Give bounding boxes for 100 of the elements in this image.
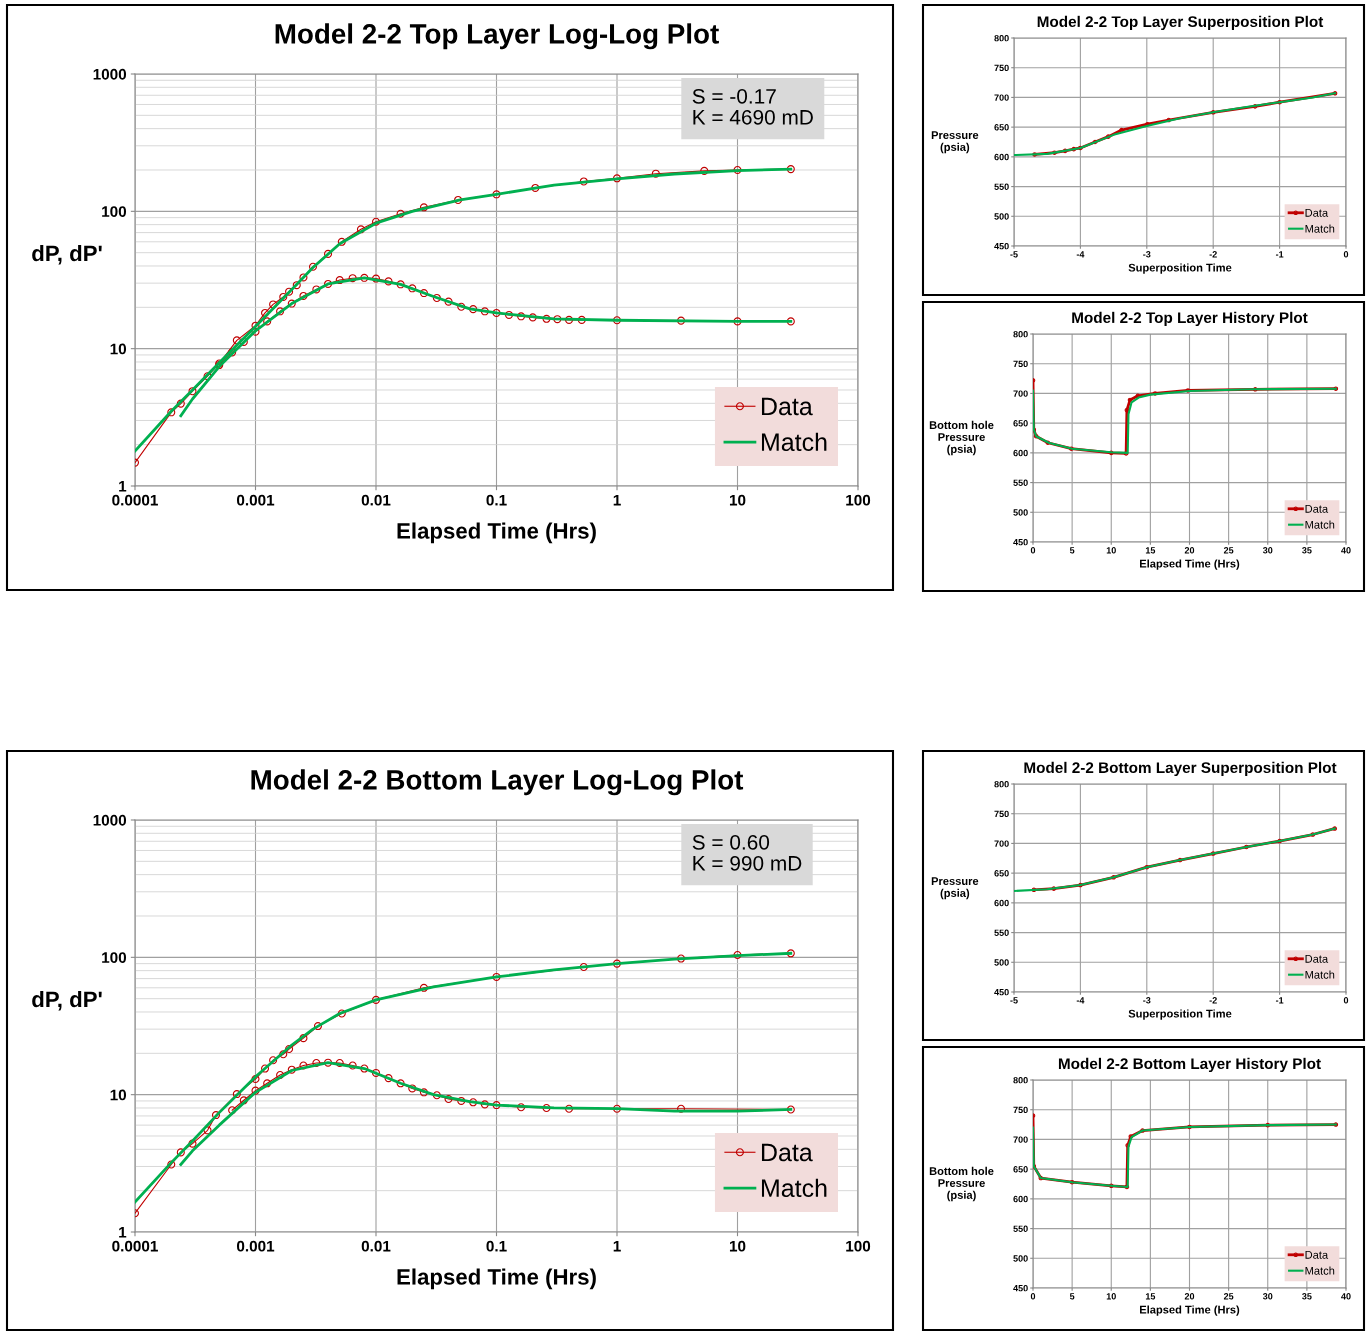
legend-label: Data <box>1305 1251 1329 1259</box>
y-tick-label: 450 <box>994 988 1009 996</box>
y-tick-label: 600 <box>994 899 1009 907</box>
x-tick-label: 0 <box>1343 997 1349 1004</box>
y-axis-title: Bottom hole Pressure (psia) <box>929 420 994 456</box>
x-axis-title: Elapsed Time (Hrs) <box>397 522 596 544</box>
x-tick-label: 0.001 <box>236 494 275 506</box>
x-tick-label: 0.0001 <box>112 1240 158 1252</box>
y-axis-title: dP, dP' <box>32 990 102 1011</box>
x-axis-title: Elapsed Time (Hrs) <box>397 1268 596 1290</box>
y-tick-label: 1000 <box>93 68 127 80</box>
x-tick-label: 0.1 <box>486 1240 507 1252</box>
x-tick-label: -4 <box>1076 997 1085 1004</box>
legend-label: Data <box>761 1143 813 1162</box>
legend-label: Data <box>1305 209 1329 217</box>
y-tick-label: 700 <box>994 840 1009 847</box>
y-tick-label: 650 <box>994 870 1009 877</box>
y-tick-label: 1 <box>119 481 127 492</box>
y-tick-label: 750 <box>1013 1106 1028 1114</box>
y-axis-title: Bottom hole Pressure (psia) <box>929 1166 994 1202</box>
x-tick-label: -1 <box>1275 251 1284 258</box>
x-tick-label: -5 <box>1010 251 1018 258</box>
annotation: S = -0.17 K = 4690 mD <box>692 88 813 125</box>
x-tick-label: 0.0001 <box>112 494 158 506</box>
chart-title: Model 2-2 Top Layer History Plot <box>1072 311 1308 327</box>
x-tick-label: -2 <box>1209 251 1217 258</box>
y-tick-label: 650 <box>1013 1166 1028 1173</box>
x-tick-label: -1 <box>1275 997 1284 1004</box>
x-tick-label: -2 <box>1209 997 1217 1004</box>
chart-title: Model 2-2 Bottom Layer History Plot <box>1058 1057 1321 1073</box>
x-tick-label: 30 <box>1262 547 1273 554</box>
chart-title: Model 2-2 Bottom Layer Log-Log Plot <box>251 769 744 796</box>
x-tick-label: 0 <box>1030 547 1036 554</box>
x-tick-label: 5 <box>1069 547 1075 554</box>
legend-label: Match <box>761 432 827 452</box>
y-tick-label: 550 <box>994 929 1009 936</box>
y-tick-label: 800 <box>1013 1076 1028 1084</box>
y-tick-label: 800 <box>1013 330 1028 338</box>
y-axis-title: Pressure (psia) <box>931 131 979 154</box>
legend-label: Data <box>1305 505 1329 513</box>
y-tick-label: 700 <box>1013 390 1028 397</box>
y-tick-label: 1 <box>119 1227 127 1238</box>
y-tick-label: 550 <box>994 183 1009 190</box>
x-tick-label: -3 <box>1143 251 1151 258</box>
legend-label: Data <box>761 397 813 416</box>
y-tick-label: 600 <box>1013 449 1028 457</box>
y-tick-label: 750 <box>994 64 1009 72</box>
y-tick-label: 500 <box>994 213 1009 220</box>
y-tick-label: 750 <box>1013 360 1028 368</box>
x-tick-label: 0.01 <box>361 494 391 506</box>
legend-label: Data <box>1305 955 1329 963</box>
y-tick-label: 750 <box>994 810 1009 818</box>
x-tick-label: 100 <box>846 494 871 506</box>
y-axis-title: dP, dP' <box>32 244 102 265</box>
legend-label: Match <box>1305 970 1335 979</box>
x-tick-label: 15 <box>1145 547 1156 554</box>
x-tick-label: 5 <box>1069 1293 1075 1300</box>
y-tick-label: 500 <box>1013 1255 1028 1262</box>
x-axis-title: Superposition Time <box>1128 263 1232 274</box>
y-tick-label: 450 <box>994 242 1009 250</box>
y-tick-label: 550 <box>1013 1225 1028 1232</box>
x-tick-label: 10 <box>1106 1293 1116 1300</box>
x-tick-label: 15 <box>1145 1293 1156 1300</box>
y-tick-label: 650 <box>1013 420 1028 427</box>
annotation: S = 0.60 K = 990 mD <box>692 834 802 871</box>
x-tick-label: 25 <box>1223 547 1234 554</box>
y-tick-label: 500 <box>1013 509 1028 516</box>
y-tick-label: 450 <box>1013 1284 1028 1292</box>
x-axis-title: Elapsed Time (Hrs) <box>1140 1305 1240 1316</box>
x-tick-label: 25 <box>1223 1293 1234 1300</box>
x-tick-label: 20 <box>1184 547 1195 554</box>
y-tick-label: 800 <box>994 34 1009 42</box>
x-tick-label: -4 <box>1076 251 1085 258</box>
y-tick-label: 10 <box>110 1089 127 1101</box>
x-axis-title: Superposition Time <box>1128 1009 1232 1020</box>
x-tick-label: 1 <box>613 1240 621 1252</box>
x-tick-label: 0.001 <box>236 1240 275 1252</box>
y-tick-label: 100 <box>102 206 127 218</box>
y-tick-label: 550 <box>1013 479 1028 486</box>
y-tick-label: 450 <box>1013 538 1028 546</box>
legend-label: Match <box>761 1178 827 1198</box>
x-tick-label: 20 <box>1184 1293 1195 1300</box>
x-tick-label: 1 <box>613 494 621 506</box>
y-tick-label: 650 <box>994 124 1009 131</box>
legend-label: Match <box>1305 520 1335 529</box>
x-tick-label: 10 <box>729 1240 746 1252</box>
y-tick-label: 1000 <box>93 814 127 826</box>
x-tick-label: 10 <box>1106 547 1116 554</box>
x-tick-label: -5 <box>1010 997 1018 1004</box>
y-tick-label: 700 <box>1013 1136 1028 1143</box>
y-axis-title: Pressure (psia) <box>931 877 979 900</box>
x-tick-label: 100 <box>846 1240 871 1252</box>
y-tick-label: 10 <box>110 343 127 355</box>
x-tick-label: 40 <box>1341 1293 1351 1300</box>
chart-title: Model 2-2 Bottom Layer Superposition Plot <box>1024 761 1337 777</box>
x-tick-label: 40 <box>1341 547 1351 554</box>
y-tick-label: 600 <box>994 153 1009 161</box>
x-tick-label: 35 <box>1302 1293 1312 1300</box>
y-tick-label: 700 <box>994 94 1009 101</box>
x-tick-label: 0 <box>1343 251 1349 258</box>
